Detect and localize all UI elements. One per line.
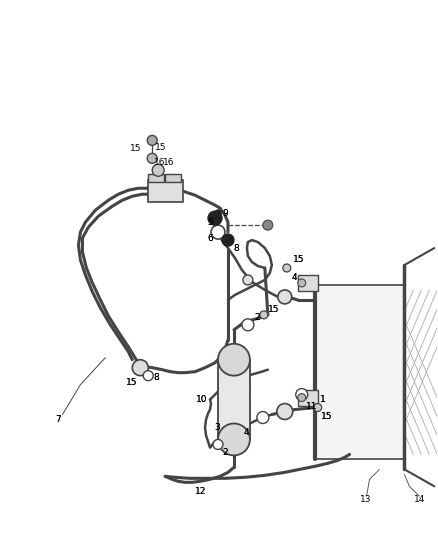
Text: 15: 15 [130,144,142,153]
Text: 15: 15 [126,378,138,387]
Circle shape [277,403,293,419]
Text: 15: 15 [321,412,332,421]
Text: 3: 3 [214,423,220,432]
Text: 12: 12 [195,487,206,496]
Text: 9: 9 [222,209,228,217]
Text: 1: 1 [320,395,325,404]
Bar [298,275,318,291]
Text: 5: 5 [207,217,213,227]
Text: 8: 8 [153,373,159,382]
Text: 10: 10 [196,395,208,404]
Circle shape [211,225,225,239]
Circle shape [298,393,306,401]
Text: 6: 6 [207,233,213,243]
Text: 4: 4 [292,273,297,282]
Text: 7: 7 [56,415,61,424]
Text: 15: 15 [155,143,167,152]
Text: 10: 10 [196,395,208,404]
Text: 16: 16 [163,158,175,167]
Bar [148,174,164,182]
Text: 2: 2 [254,313,259,322]
Circle shape [278,290,292,304]
Text: 9: 9 [222,209,228,217]
Circle shape [215,210,221,216]
Text: 16: 16 [154,158,166,167]
Text: 11: 11 [306,402,317,411]
Text: 1: 1 [320,395,325,404]
Text: 3: 3 [214,423,220,432]
Circle shape [143,370,153,381]
Text: 13: 13 [360,495,371,504]
Circle shape [147,135,157,146]
Circle shape [283,264,291,272]
Text: 5: 5 [207,217,213,227]
Circle shape [132,360,148,376]
Circle shape [260,311,268,319]
Text: 8: 8 [153,373,159,382]
Circle shape [213,439,223,449]
Text: 15: 15 [268,305,279,314]
Circle shape [242,319,254,331]
Circle shape [218,344,250,376]
Circle shape [296,389,308,401]
Bar [165,174,181,182]
Text: 4: 4 [292,273,297,282]
Bar [314,285,404,459]
Text: 2: 2 [222,448,228,457]
Circle shape [222,234,234,246]
Bar [148,180,183,202]
Text: 8: 8 [233,244,239,253]
Circle shape [298,279,306,287]
Text: 15: 15 [293,255,304,263]
Text: 15: 15 [321,412,332,421]
Circle shape [314,403,321,411]
Text: 15: 15 [268,305,279,314]
Circle shape [208,211,222,225]
Text: 2: 2 [254,313,259,322]
Circle shape [257,411,269,424]
Text: 8: 8 [233,244,239,253]
Circle shape [152,164,164,176]
Bar [218,360,250,439]
Text: 15: 15 [126,378,138,387]
Text: 4: 4 [244,428,250,437]
Text: 7: 7 [56,415,61,424]
Text: 14: 14 [414,495,426,504]
Circle shape [243,275,253,285]
Circle shape [147,154,157,163]
Text: 2: 2 [222,448,228,457]
Text: 15: 15 [293,255,304,263]
Bar [298,390,318,406]
Text: 6: 6 [207,233,213,243]
Circle shape [263,220,273,230]
Circle shape [218,424,250,455]
Text: 11: 11 [306,402,317,411]
Text: 12: 12 [195,487,206,496]
Text: 4: 4 [244,428,250,437]
